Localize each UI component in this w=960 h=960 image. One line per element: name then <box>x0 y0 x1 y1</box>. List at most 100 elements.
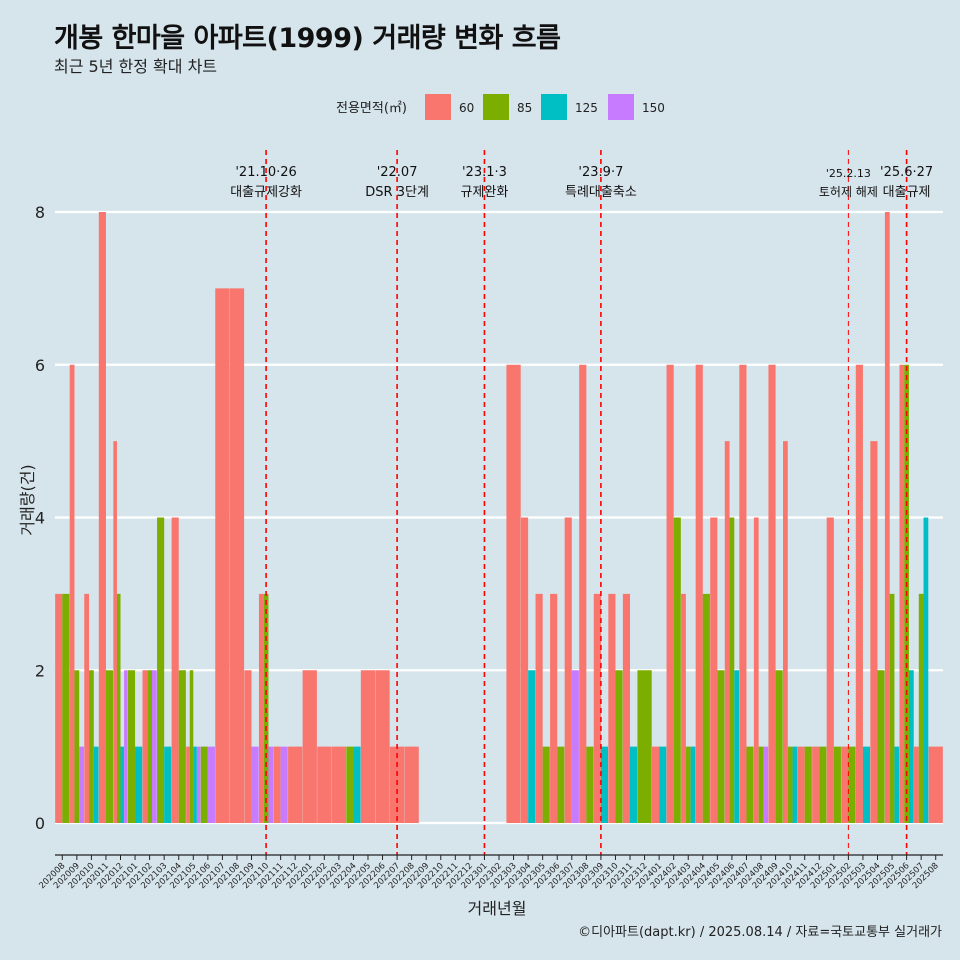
annotation-date: '22.07 <box>377 165 418 180</box>
bar-125-202103 <box>164 746 172 823</box>
annotation-date: '21.10·26 <box>235 165 296 180</box>
bar-60-202108 <box>229 288 245 823</box>
bar-60-202309 <box>593 593 601 823</box>
bar-60-202105 <box>186 746 190 823</box>
y-axis: 0 2 4 6 8 <box>35 203 45 833</box>
annotation-date: '23.9·7 <box>578 165 623 180</box>
bar-150-202408 <box>763 746 769 823</box>
bar-60-202409 <box>768 364 776 823</box>
bar-60-202203 <box>331 746 347 823</box>
bar-85-202106 <box>200 746 208 823</box>
bar-60-202412 <box>812 746 820 823</box>
annotations: '21.10·26 대출규제강화 '22.07 DSR 3단계 '23.1·3 규제완화 '… <box>230 165 933 200</box>
source-caption: ©디아파트(dapt.kr) / 2025.08.14 / 자료=국토교통부 실… <box>578 925 942 940</box>
bar-60-202306 <box>550 593 558 823</box>
bar-85-202409 <box>775 670 783 823</box>
bar-60-202104 <box>171 517 179 823</box>
bar-150-202110 <box>268 746 274 823</box>
bar-60-202407 <box>739 364 747 823</box>
bar-85-202204 <box>346 746 354 823</box>
bar-150-202102 <box>152 670 157 823</box>
bar-85-202505 <box>889 593 895 823</box>
y-tick-label: 6 <box>35 356 45 375</box>
annotation-date: '25.2.13 <box>826 167 871 180</box>
bar-125-202304 <box>528 670 536 823</box>
bar-85-202105 <box>189 670 194 823</box>
bar-150-202307 <box>571 670 579 823</box>
legend-swatch <box>541 94 567 120</box>
annotation-label: 대출규제강화 <box>230 185 302 200</box>
bar-85-202101 <box>127 670 136 823</box>
y-axis-label: 거래량(건) <box>18 464 37 535</box>
bar-85-202507 <box>918 593 924 823</box>
bar-125-202012 <box>120 746 125 823</box>
bar-60-202208 <box>404 746 419 823</box>
annotation-date: '23.1·3 <box>462 165 507 180</box>
bar-85-202012 <box>116 593 121 823</box>
bar-60-202504 <box>870 441 878 823</box>
bar-150-202106 <box>207 746 215 823</box>
bar-85-202407 <box>746 746 754 823</box>
bar-60-202404 <box>695 364 703 823</box>
bar-60-202009 <box>69 364 75 823</box>
event-lines <box>265 150 908 855</box>
legend-label: 60 <box>459 101 474 115</box>
bar-60-202402 <box>666 364 674 823</box>
bar-125-202101 <box>135 746 143 823</box>
bar-150-202012 <box>124 670 128 823</box>
bar-60-202308 <box>579 364 587 823</box>
x-axis: 2020082020092020102020112020122021012021… <box>37 854 943 891</box>
bar-60-202010 <box>84 593 90 823</box>
bar-60-202107 <box>215 288 230 823</box>
bar-85-202008 <box>62 593 70 823</box>
bar-60-202508 <box>928 746 943 823</box>
bar-60-202502 <box>841 746 849 823</box>
bar-60-202311 <box>622 593 631 823</box>
bar-60-202507 <box>914 746 919 823</box>
bar-60-202206 <box>375 670 390 823</box>
bar-125-202105 <box>193 746 197 823</box>
bar-60-202102 <box>142 670 148 823</box>
bar-85-202408 <box>758 746 764 823</box>
bar-60-202506 <box>899 364 905 823</box>
legend-swatch <box>608 94 634 120</box>
bar-85-202405 <box>717 670 725 823</box>
bar-85-202308 <box>586 746 594 823</box>
bar-60-202111 <box>273 746 281 823</box>
bar-125-202403 <box>690 746 696 823</box>
grid-lines <box>55 210 943 825</box>
bar-60-202410 <box>783 441 788 823</box>
legend-swatch <box>483 94 509 120</box>
x-axis-label: 거래년월 <box>468 899 527 918</box>
bar-125-202204 <box>353 746 361 823</box>
annotation-label: DSR 3단계 <box>365 185 429 200</box>
bar-85-202411 <box>804 746 812 823</box>
annotation-date: '25.6·27 <box>880 165 933 180</box>
bar-85-202011 <box>105 670 114 823</box>
bar-150-202009 <box>79 746 84 823</box>
bar-85-202104 <box>178 670 186 823</box>
bar-125-202505 <box>894 746 900 823</box>
bar-125-202507 <box>923 517 929 823</box>
legend: 전용면적(㎡) 60 85 125 150 <box>336 94 665 120</box>
legend-title: 전용면적(㎡) <box>336 101 407 116</box>
y-tick-label: 8 <box>35 203 45 222</box>
bar-85-202312 <box>637 670 652 823</box>
y-tick-label: 4 <box>35 509 45 528</box>
bar-85-202103 <box>157 517 165 823</box>
bar-85-202501 <box>833 746 841 823</box>
bar-60-202304 <box>520 517 529 823</box>
bar-60-202501 <box>826 517 834 823</box>
bar-60-202406 <box>724 441 730 823</box>
bar-60-202411 <box>797 746 805 823</box>
y-tick-label: 0 <box>35 814 45 833</box>
bar-150-202109 <box>251 746 259 823</box>
bar-60-202303 <box>506 364 521 823</box>
bar-85-202404 <box>702 593 710 823</box>
bar-85-202009 <box>74 670 80 823</box>
bar-60-202307 <box>564 517 572 823</box>
bar-60-202202 <box>317 746 332 823</box>
bar-85-202402 <box>673 517 681 823</box>
bar-125-202506 <box>908 670 914 823</box>
y-tick-label: 2 <box>35 661 45 680</box>
